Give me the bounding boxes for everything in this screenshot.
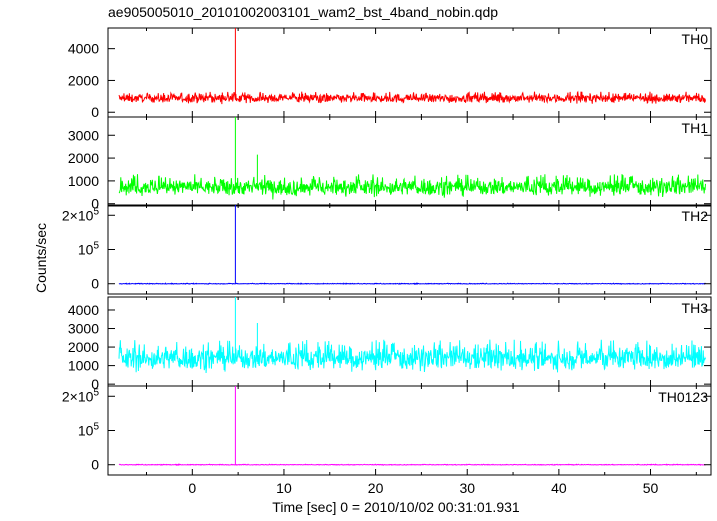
x-tick-label: 50 [643,480,659,496]
x-tick-label: 0 [188,480,196,496]
panel-frame [107,27,712,118]
panel-label: TH1 [682,120,709,136]
y-tick-label: 4000 [68,302,99,318]
y-tick-label: 2000 [68,339,99,355]
y-tick-label: 1000 [68,173,99,189]
panel-frame [107,116,712,207]
panel-frame [107,204,712,295]
panel-th3: 0 1000 2000 3000 4000 TH3 [68,296,712,392]
y-tick-label: 0 [91,104,99,120]
y-tick-label: 105 [78,241,100,258]
panel-label: TH2 [682,208,709,224]
y-tick-label: 0 [91,196,99,212]
y-tick-label: 3000 [68,127,99,143]
y-tick-label: 2×105 [62,206,100,223]
panel-frame [107,385,712,476]
series-th2 [118,205,706,285]
y-tick-label: 1000 [68,358,99,374]
x-tick-label: 30 [459,480,475,496]
x-tick-label: 40 [551,480,567,496]
panel-th0123: 0 105 2×105 0 10 20 30 40 50 TH0123 [62,385,712,496]
panel-th0: 0 2000 4000 TH0 [68,27,712,120]
y-tick-label: 2000 [68,72,99,88]
chart-title: ae905005010_20101002003101_wam2_bst_4ban… [108,4,498,20]
panel-label: TH3 [682,300,709,316]
panel-label: TH0 [682,31,709,47]
y-tick-label: 105 [78,422,100,439]
panel-th2: 0 105 2×105 TH2 [62,204,712,295]
y-tick-label: 3000 [68,321,99,337]
y-tick-label: 0 [91,276,99,292]
series-th1 [118,117,706,200]
y-tick-label: 0 [91,376,99,392]
series-th0123 [118,386,706,466]
series-th0 [118,28,706,105]
y-tick-label: 4000 [68,41,99,57]
x-tick-label: 20 [368,480,384,496]
y-tick-label: 0 [91,457,99,473]
panel-th1: 0 1000 2000 3000 TH1 [68,116,712,212]
series-th3 [118,297,706,374]
x-axis-label: Time [sec] 0 = 2010/10/02 00:31:01.931 [272,499,520,515]
y-tick-label: 2×105 [62,387,100,404]
panel-frame [107,296,712,387]
y-axis-label: Counts/sec [33,223,49,293]
y-tick-label: 2000 [68,150,99,166]
panel-label: TH0123 [658,389,708,405]
x-tick-label: 10 [276,480,292,496]
